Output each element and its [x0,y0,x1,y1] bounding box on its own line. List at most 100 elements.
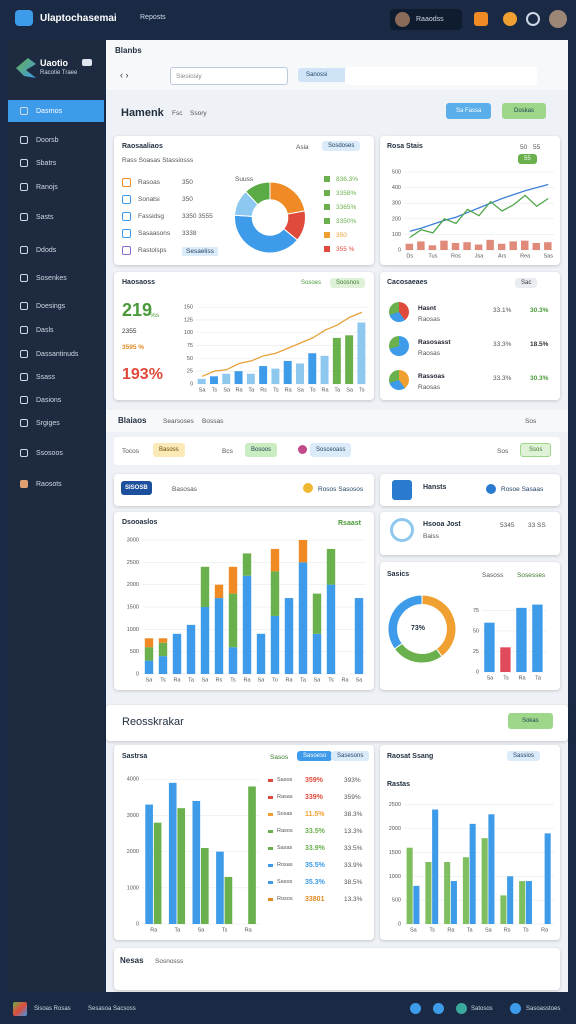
y-tick-label: 0 [190,381,193,387]
nav-item[interactable]: Dassantinuds [36,351,79,358]
bar [428,245,437,250]
legend-item: 50 [520,144,528,151]
app-icon [15,10,33,26]
card-title: Raosat Ssang [387,753,434,760]
badge-link[interactable]: Rosos Sasosos [318,486,364,493]
tag: Sosoes [301,280,322,286]
nav-item[interactable]: Ssass [36,374,56,381]
tab[interactable]: Searsoses [163,418,194,425]
nav-icon [20,302,28,310]
row-dot [268,898,273,901]
bar [532,604,543,672]
y-tick-label: 1000 [127,885,139,891]
nav-item[interactable]: Ssosoos [36,450,63,457]
footer-link[interactable]: Satosos [471,1006,493,1012]
nav-item[interactable]: Sbatrs [36,160,57,167]
y-tick-label: 500 [130,649,139,655]
nav-item[interactable]: Doesings [36,303,66,310]
badge: SISOSB [121,481,152,495]
y-tick-label: 2500 [127,560,139,566]
footer-link[interactable]: Sasoasstoes [526,1006,561,1012]
notify-icon[interactable] [474,12,488,26]
filter-label: Sos [497,448,509,455]
filter-chip[interactable]: Sosceoass [310,443,352,457]
x-tick-label: Ros [451,253,461,259]
tab[interactable]: Fsc [172,110,183,117]
x-tick-label: Ta [300,677,307,683]
y-tick-label: 125 [184,317,193,323]
row-name: Hasnt [418,305,437,312]
legend-text: 350 [336,232,347,239]
row-icon [122,195,131,204]
report-bar [106,705,568,741]
x-tick-label: Ra [150,927,158,933]
section-bar [106,410,568,432]
tab[interactable]: Sasoeso [297,751,333,761]
row-icon [122,178,131,187]
nav-item[interactable]: Ddods [36,247,57,254]
bar [462,857,469,924]
nav-item[interactable]: Raosots [36,481,62,488]
card-action[interactable]: Sosdoses [322,141,361,151]
search[interactable] [170,67,288,85]
row-value: 33.3% [493,375,512,382]
y-tick-label: 100 [392,232,401,238]
nav-item[interactable]: Srgiges [36,420,60,427]
row-name: Rasas [277,794,293,800]
button[interactable]: Ssos [520,443,552,457]
row-value: 359% [305,777,323,784]
bar [544,242,552,250]
card-title: Dsooaslos [122,519,158,526]
tab[interactable]: Sasesons [331,751,370,761]
profile-icon [390,518,414,542]
row-dot [268,864,273,867]
nav-item[interactable]: Sasts [36,214,54,221]
tab[interactable]: Ssory [190,110,207,117]
nav-item[interactable]: Sosenkes [36,275,67,282]
filter-chip[interactable]: Bosoos [245,443,278,457]
card-title: Sasics [387,571,410,578]
y-tick-label: 200 [392,216,401,222]
settings-icon[interactable] [526,12,540,26]
filter-chip[interactable]: Basoss [153,443,185,457]
bar [242,553,252,576]
profile-avatar[interactable] [549,10,567,28]
button[interactable]: Doskas [502,103,547,119]
bar [486,239,494,250]
nav-item[interactable]: Ranojs [36,184,58,191]
market-link[interactable]: Rosoe Sasaas [501,486,544,493]
nav-item[interactable]: Dasions [36,397,62,404]
y-tick-label: 150 [184,305,193,311]
button[interactable]: Sokas [508,713,553,729]
bar [158,638,168,643]
x-tick-label: Ra [245,927,253,933]
button[interactable]: Sassios [507,751,541,761]
menu[interactable]: Reposts [140,14,166,21]
bar [413,885,420,924]
bar [192,800,201,924]
x-tick-label: Sa [410,927,418,933]
x-tick-label: Ra [541,927,549,933]
button[interactable]: Sa Fassa [446,103,492,119]
x-tick-label: Sa [487,675,495,681]
alert-icon[interactable] [503,12,517,26]
row-icon [389,370,409,390]
row-dot [268,779,273,782]
y-tick-label: 50 [473,628,479,634]
legend-swatch [324,246,330,252]
footer-icon [510,1003,521,1014]
nav-item[interactable]: Dasrnos [36,108,63,115]
avatar [395,12,410,27]
bar-chart: 0 1000 2000 3000 4000 Ra Ta Sa Ts Ra [127,777,260,933]
nav-item[interactable]: Dasls [36,327,54,334]
y-tick-label: 2000 [389,826,401,832]
card-title: Nesas [120,956,144,965]
legend-item: 55 [518,154,537,164]
bar [432,809,439,924]
row-value: 18.5% [530,341,549,348]
nav-item[interactable]: Doorsb [36,137,59,144]
brand-badge [82,59,92,66]
x-tick-label: Sa [146,677,154,683]
tab[interactable]: Bossas [202,418,224,425]
bar [242,575,252,674]
